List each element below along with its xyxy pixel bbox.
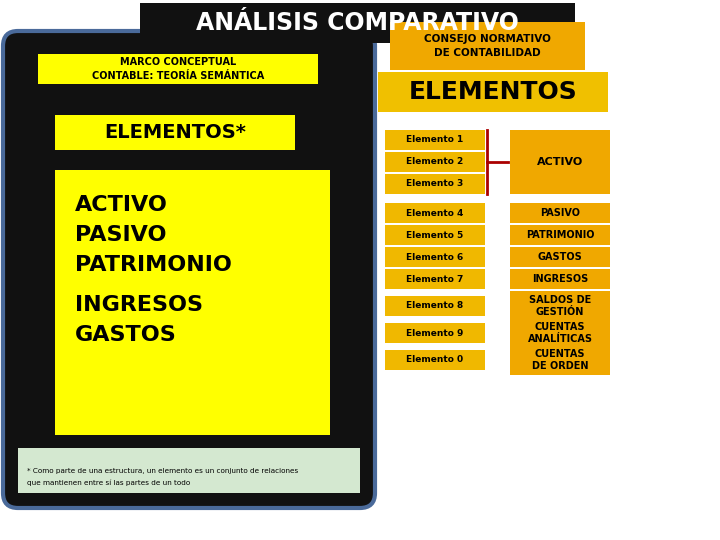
FancyBboxPatch shape bbox=[385, 323, 485, 343]
Text: Elemento 9: Elemento 9 bbox=[406, 328, 464, 338]
Text: ACTIVO: ACTIVO bbox=[75, 195, 168, 215]
FancyBboxPatch shape bbox=[378, 72, 608, 112]
FancyBboxPatch shape bbox=[140, 3, 575, 43]
Text: Elemento 3: Elemento 3 bbox=[406, 179, 464, 188]
Text: Elemento 2: Elemento 2 bbox=[406, 158, 464, 166]
FancyBboxPatch shape bbox=[385, 350, 485, 370]
Text: PATRIMONIO: PATRIMONIO bbox=[526, 230, 594, 240]
FancyBboxPatch shape bbox=[55, 170, 330, 435]
FancyBboxPatch shape bbox=[385, 174, 485, 194]
FancyBboxPatch shape bbox=[385, 247, 485, 267]
Text: PATRIMONIO: PATRIMONIO bbox=[75, 255, 232, 275]
FancyBboxPatch shape bbox=[510, 225, 610, 245]
Text: ANÁLISIS COMPARATIVO: ANÁLISIS COMPARATIVO bbox=[196, 11, 518, 35]
FancyBboxPatch shape bbox=[38, 54, 318, 84]
Text: SALDOS DE
GESTIÓN: SALDOS DE GESTIÓN bbox=[529, 295, 591, 317]
FancyBboxPatch shape bbox=[385, 269, 485, 289]
FancyBboxPatch shape bbox=[385, 130, 485, 150]
FancyBboxPatch shape bbox=[510, 203, 610, 223]
FancyBboxPatch shape bbox=[385, 296, 485, 316]
Text: PASIVO: PASIVO bbox=[540, 208, 580, 218]
FancyBboxPatch shape bbox=[55, 115, 295, 150]
Text: Elemento 7: Elemento 7 bbox=[406, 274, 464, 284]
Text: INGRESOS: INGRESOS bbox=[75, 295, 203, 315]
FancyBboxPatch shape bbox=[18, 448, 360, 493]
Text: Elemento 0: Elemento 0 bbox=[406, 355, 464, 364]
FancyBboxPatch shape bbox=[385, 152, 485, 172]
FancyBboxPatch shape bbox=[510, 247, 610, 267]
Text: Elemento 1: Elemento 1 bbox=[406, 136, 464, 145]
Text: Elemento 4: Elemento 4 bbox=[406, 208, 464, 218]
Text: CUENTAS
ANALÍTICAS: CUENTAS ANALÍTICAS bbox=[528, 322, 593, 344]
FancyBboxPatch shape bbox=[3, 31, 375, 508]
Text: PASIVO: PASIVO bbox=[75, 225, 166, 245]
Text: ELEMENTOS*: ELEMENTOS* bbox=[104, 124, 246, 143]
FancyBboxPatch shape bbox=[390, 22, 585, 70]
FancyBboxPatch shape bbox=[510, 269, 610, 289]
FancyBboxPatch shape bbox=[510, 130, 610, 194]
FancyBboxPatch shape bbox=[510, 345, 610, 375]
FancyBboxPatch shape bbox=[510, 318, 610, 348]
Text: ELEMENTOS: ELEMENTOS bbox=[409, 80, 577, 104]
Text: GASTOS: GASTOS bbox=[538, 252, 582, 262]
Text: GASTOS: GASTOS bbox=[75, 325, 176, 345]
Text: CUENTAS
DE ORDEN: CUENTAS DE ORDEN bbox=[532, 349, 588, 371]
Text: Elemento 5: Elemento 5 bbox=[406, 231, 464, 240]
Text: INGRESOS: INGRESOS bbox=[532, 274, 588, 284]
Text: * Como parte de una estructura, un elemento es un conjunto de relaciones: * Como parte de una estructura, un eleme… bbox=[27, 468, 298, 474]
FancyBboxPatch shape bbox=[510, 291, 610, 321]
Text: Elemento 8: Elemento 8 bbox=[406, 301, 464, 310]
FancyBboxPatch shape bbox=[385, 225, 485, 245]
Text: ACTIVO: ACTIVO bbox=[537, 157, 583, 167]
FancyBboxPatch shape bbox=[385, 203, 485, 223]
Text: que mantienen entre sí las partes de un todo: que mantienen entre sí las partes de un … bbox=[27, 480, 190, 486]
Text: CONSEJO NORMATIVO
DE CONTABILIDAD: CONSEJO NORMATIVO DE CONTABILIDAD bbox=[423, 34, 550, 58]
Text: Elemento 6: Elemento 6 bbox=[406, 253, 464, 261]
Text: MARCO CONCEPTUAL
CONTABLE: TEORÍA SEMÁNTICA: MARCO CONCEPTUAL CONTABLE: TEORÍA SEMÁNT… bbox=[92, 57, 264, 81]
